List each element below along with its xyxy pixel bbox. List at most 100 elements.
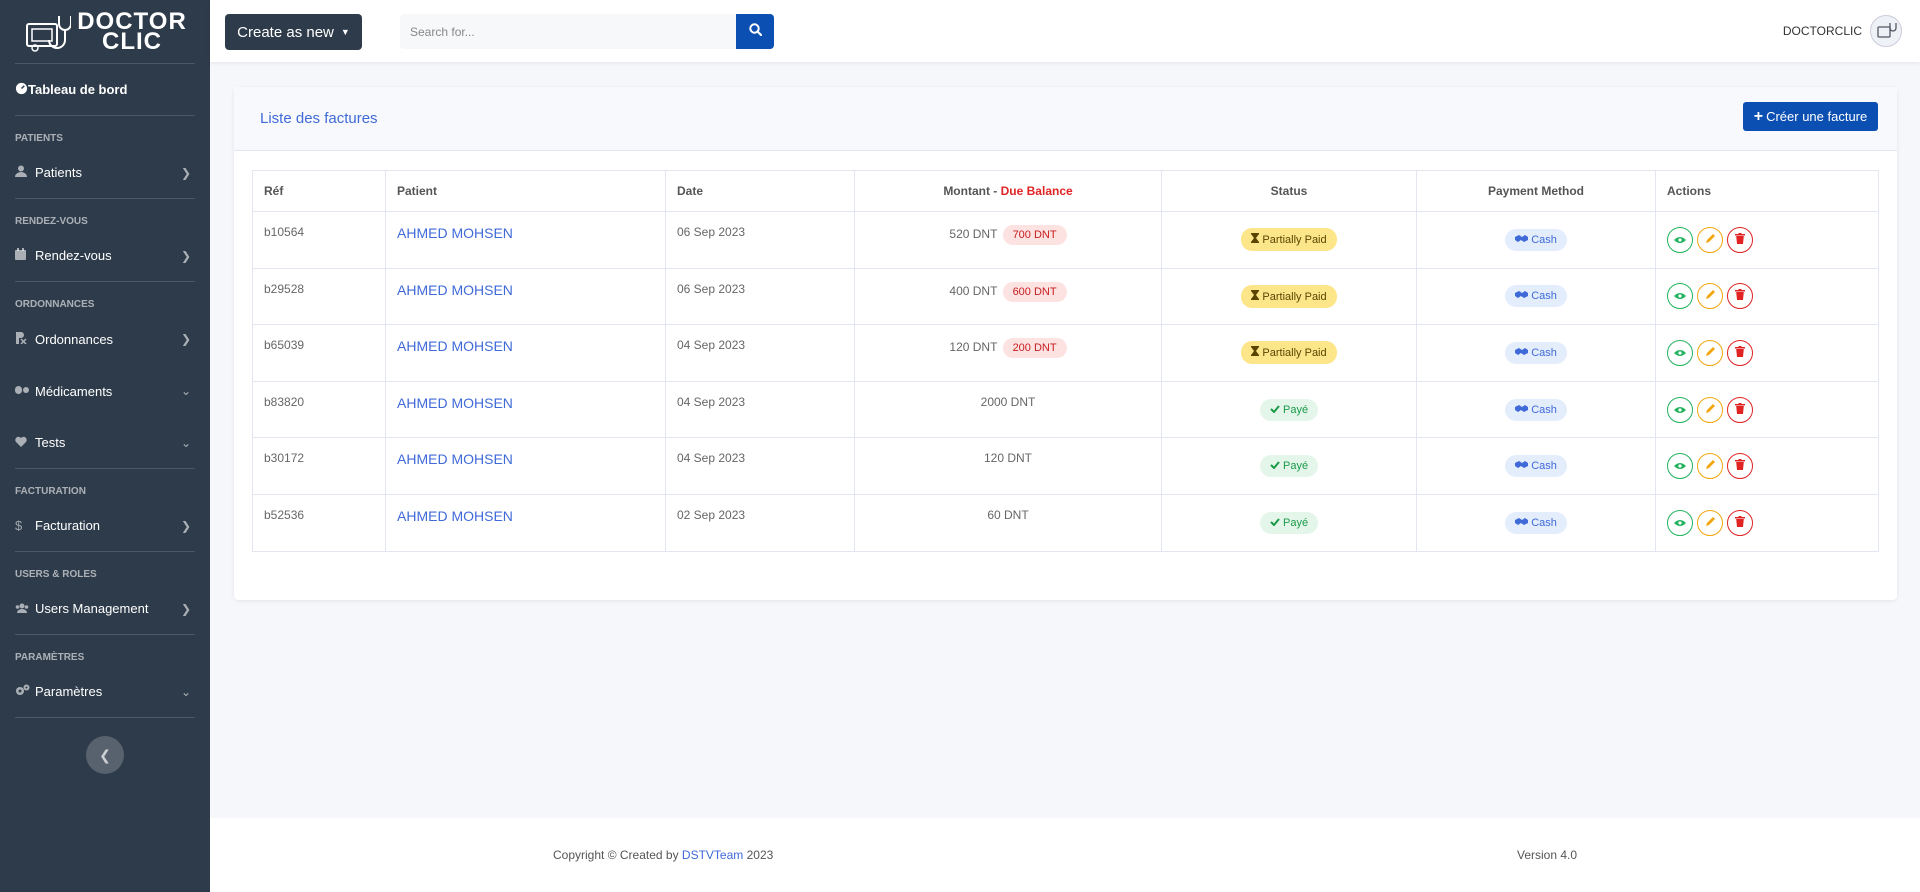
edit-button[interactable] [1697, 396, 1723, 423]
sidebar-collapse-button[interactable]: ❮ [86, 736, 124, 774]
patient-link[interactable]: AHMED MOHSEN [385, 324, 666, 382]
edit-button[interactable] [1697, 453, 1723, 480]
delete-button[interactable] [1727, 396, 1753, 423]
cell-actions [1655, 324, 1879, 382]
due-badge: 700 DNT [1002, 225, 1067, 245]
view-button[interactable] [1667, 339, 1693, 366]
table-header-row: Réf Patient Date Montant - Due Balance S… [252, 170, 1879, 212]
user-menu[interactable]: DOCTORCLIC [1783, 15, 1902, 47]
brand-line1: DOCTOR [77, 7, 187, 35]
sidebar-item-facturation[interactable]: $ Facturation ❯ [15, 500, 195, 552]
search-input[interactable] [400, 14, 738, 49]
cell-status: Partially Paid [1161, 267, 1417, 326]
users-icon [15, 602, 35, 616]
table-row: b29528 AHMED MOHSEN 06 Sep 2023 400 DNT … [252, 267, 1879, 326]
view-button[interactable] [1667, 226, 1693, 253]
col-montant: Montant - Due Balance [854, 170, 1162, 212]
payment-label: Cash [1531, 460, 1557, 473]
delete-button[interactable] [1727, 509, 1753, 536]
col-montant-label: Montant [943, 184, 990, 198]
sidebar-item-parametres[interactable]: Paramètres ⌄ [15, 666, 195, 718]
patient-link[interactable]: AHMED MOHSEN [385, 267, 666, 326]
cell-date: 04 Sep 2023 [665, 380, 855, 439]
hourglass-icon [1251, 346, 1262, 359]
sidebar-item-dashboard[interactable]: Tableau de bord [15, 64, 195, 116]
user-icon [15, 165, 35, 180]
patient-link[interactable]: AHMED MOHSEN [385, 437, 666, 495]
col-patient: Patient [385, 170, 666, 212]
brand[interactable]: DOCTOR CLIC [15, 0, 195, 64]
sidebar-item-users[interactable]: Users Management ❯ [15, 583, 195, 635]
copyright-prefix: Copyright © Created by [553, 848, 679, 862]
sidebar-item-label: Médicaments [35, 383, 113, 399]
create-as-new-button[interactable]: Create as new ▼ [225, 14, 362, 50]
view-button[interactable] [1667, 509, 1693, 536]
edit-button[interactable] [1697, 509, 1723, 536]
cell-montant: 60 DNT [854, 493, 1162, 552]
card-header: Liste des factures + Créer une facture [234, 87, 1897, 151]
delete-button[interactable] [1727, 339, 1753, 366]
team-link[interactable]: DSTVTeam [681, 848, 744, 862]
due-badge: 200 DNT [1002, 338, 1067, 359]
sidebar-nav: Tableau de bord PATIENTS Patients ❯ REND… [0, 64, 210, 718]
payment-label: Cash [1531, 233, 1557, 246]
status-label: Partially Paid [1262, 234, 1327, 247]
eye-icon [1674, 233, 1686, 247]
create-invoice-button[interactable]: + Créer une facture [1743, 102, 1878, 131]
cell-payment: Cash [1416, 493, 1656, 552]
payment-label: Cash [1531, 290, 1557, 303]
status-badge: Payé [1259, 398, 1319, 421]
brand-text: DOCTOR CLIC [77, 7, 187, 53]
check-icon [1270, 517, 1283, 529]
create-as-new-label: Create as new [237, 23, 334, 41]
cash-icon [1515, 234, 1531, 246]
search-button[interactable] [736, 14, 774, 49]
cell-payment: Cash [1416, 324, 1656, 382]
chevron-down-icon: ⌄ [180, 435, 191, 450]
chevron-right-icon: ❯ [180, 165, 191, 180]
payment-badge: Cash [1505, 398, 1567, 421]
status-badge: Partially Paid [1241, 284, 1337, 308]
edit-button[interactable] [1697, 283, 1723, 310]
chevron-right-icon: ❯ [180, 518, 191, 533]
sidebar-item-ordonnances[interactable]: Ordonnances ❯ [15, 313, 195, 365]
patient-link[interactable]: AHMED MOHSEN [385, 493, 666, 552]
cell-montant: 520 DNT 700 DNT [854, 211, 1162, 269]
prescription-icon [15, 331, 35, 347]
copyright: Copyright © Created by DSTVTeam 2023 [553, 848, 773, 862]
calendar-icon [15, 248, 35, 263]
section-head-parametres: PARAMÈTRES [15, 652, 85, 663]
pencil-icon [1705, 403, 1716, 417]
patient-link[interactable]: AHMED MOHSEN [385, 380, 666, 439]
doctor-logo-icon [23, 12, 73, 52]
cell-actions [1655, 211, 1879, 269]
heart-icon [15, 436, 35, 450]
cell-status: Payé [1161, 380, 1417, 439]
table-row: b83820 AHMED MOHSEN 04 Sep 2023 2000 DNT… [252, 380, 1879, 439]
sidebar-item-label: Patients [35, 165, 82, 180]
sidebar-item-tests[interactable]: Tests ⌄ [15, 417, 195, 469]
payment-label: Cash [1531, 346, 1557, 359]
status-badge: Partially Paid [1241, 341, 1337, 365]
section-head-facturation: FACTURATION [15, 486, 86, 497]
sidebar-item-rendezvous[interactable]: Rendez-vous ❯ [15, 230, 195, 282]
patient-link[interactable]: AHMED MOHSEN [385, 211, 666, 269]
eye-icon [1674, 516, 1686, 530]
view-button[interactable] [1667, 283, 1693, 310]
delete-button[interactable] [1727, 283, 1753, 310]
delete-button[interactable] [1727, 453, 1753, 480]
view-button[interactable] [1667, 453, 1693, 480]
status-label: Payé [1282, 403, 1309, 416]
sidebar-item-medicaments[interactable]: Médicaments ⌄ [15, 365, 195, 417]
sidebar: DOCTOR CLIC Tableau de bord PATIENTS Pat… [0, 0, 210, 892]
status-label: Payé [1282, 516, 1309, 529]
page-title: Liste des factures [260, 110, 378, 127]
view-button[interactable] [1667, 396, 1693, 423]
delete-button[interactable] [1727, 226, 1753, 253]
cell-payment: Cash [1416, 267, 1656, 326]
edit-button[interactable] [1697, 226, 1723, 253]
sidebar-item-patients[interactable]: Patients ❯ [15, 147, 195, 199]
edit-button[interactable] [1697, 339, 1723, 366]
amount-value: 2000 DNT [980, 394, 1036, 409]
section-head-ordonnances: ORDONNANCES [15, 299, 95, 310]
